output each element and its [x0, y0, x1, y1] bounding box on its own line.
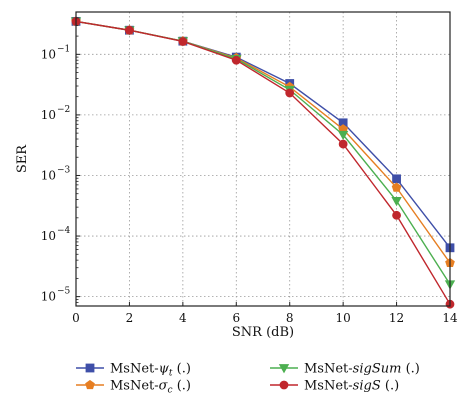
y-tick-label: 10 — [41, 47, 56, 61]
legend-label: MsNet-σc (.) — [110, 379, 191, 396]
y-tick-base: 10 — [41, 290, 56, 304]
y-tick-label: 10 — [41, 229, 56, 243]
x-tick-label: 6 — [232, 311, 240, 325]
x-tick-label: 2 — [126, 311, 134, 325]
y-tick-exponent: −1 — [57, 44, 70, 54]
legend-item: MsNet-σc (.) — [76, 379, 191, 396]
legend-label: MsNet-sigSum (.) — [304, 362, 420, 377]
series-line — [75, 20, 451, 305]
y-tick-base: 10 — [41, 229, 56, 243]
legend-marker — [85, 379, 95, 390]
y-tick-exponent: −5 — [57, 287, 71, 297]
grid-layer — [76, 12, 450, 306]
data-point — [338, 139, 348, 149]
y-tick-label: 10 — [41, 290, 56, 304]
y-tick-base: 10 — [41, 108, 56, 122]
y-axis-title: SER — [15, 144, 30, 173]
series-triangle-down — [70, 17, 456, 290]
x-tick-label: 14 — [442, 311, 458, 325]
series-line — [75, 20, 451, 285]
x-tick-label: 8 — [286, 311, 294, 325]
y-tick-label: 10 — [41, 168, 56, 182]
legend-label: MsNet-sigS (.) — [304, 379, 399, 394]
y-tick-base: 10 — [41, 47, 56, 61]
x-axis-title: SNR (dB) — [232, 325, 294, 340]
y-tick-base: 10 — [41, 168, 56, 182]
legend-label: MsNet-ψt (.) — [110, 362, 191, 379]
x-tick-label: 12 — [389, 311, 404, 325]
x-tick-label: 0 — [72, 311, 80, 325]
series-layer — [70, 16, 456, 309]
y-tick-exponent: −2 — [57, 105, 70, 115]
data-point — [231, 55, 241, 65]
legend-item: MsNet-sigSum (.) — [270, 362, 420, 377]
legend-marker — [85, 363, 95, 373]
data-point — [178, 37, 188, 46]
data-point — [392, 210, 401, 220]
legend-marker — [279, 380, 289, 390]
y-tick-exponent: −3 — [57, 165, 71, 175]
x-tick-label: 4 — [179, 311, 187, 325]
legend-item: MsNet-sigS (.) — [270, 379, 399, 394]
data-point — [337, 130, 349, 141]
legend-item: MsNet-ψt (.) — [76, 362, 191, 379]
y-tick-exponent: −4 — [57, 226, 71, 236]
plot-frame — [75, 11, 451, 307]
y-tick-label: 10 — [41, 108, 56, 122]
data-point — [391, 197, 402, 207]
series-line — [75, 20, 451, 264]
x-tick-label: 10 — [336, 311, 351, 325]
data-point — [125, 25, 134, 35]
data-point — [285, 88, 295, 98]
legend: MsNet-ψt (.) MsNet-sigSum (.) MsNet-σc (.)… — [76, 362, 420, 396]
data-point — [391, 182, 402, 192]
legend-marker — [278, 364, 290, 374]
data-point — [392, 174, 401, 184]
